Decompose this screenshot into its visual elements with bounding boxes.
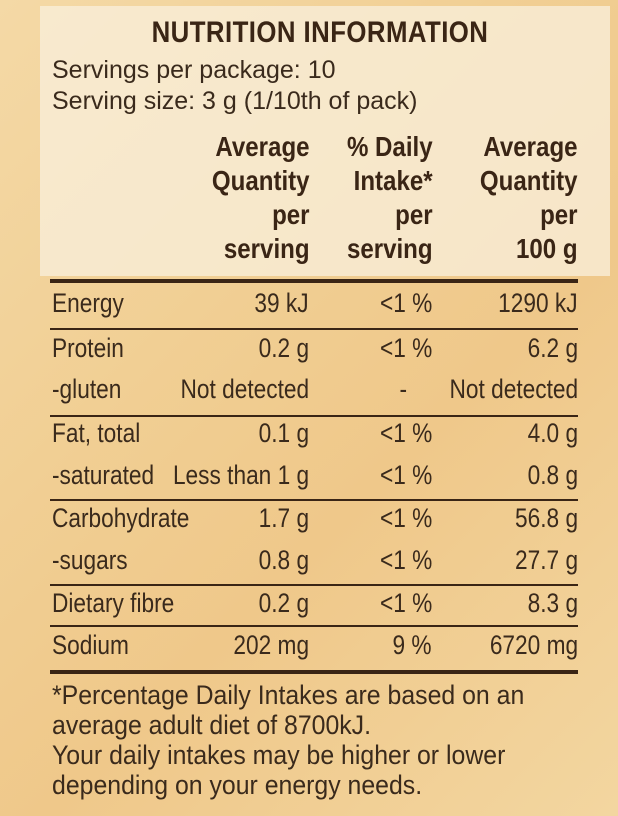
footnote-line: *Percentage Daily Intakes are based on a… bbox=[52, 680, 525, 710]
row-divider bbox=[50, 328, 578, 330]
daily-intake-value: <1 % bbox=[379, 503, 432, 533]
per-serving-value: 0.1 g bbox=[258, 418, 309, 448]
per-serving-value: 202 mg bbox=[233, 630, 309, 660]
header-line: 100 g bbox=[516, 233, 578, 264]
per-serving-value: 0.2 g bbox=[258, 333, 309, 363]
header-line: serving bbox=[224, 233, 310, 264]
table-row-carbohydrate: Carbohydrate 1.7 g <1 % 56.8 g bbox=[50, 503, 578, 545]
header-line: per bbox=[272, 199, 310, 230]
per-serving-value: 39 kJ bbox=[254, 288, 309, 318]
header-line: Intake* bbox=[354, 165, 433, 196]
per-100g-value: 6720 mg bbox=[489, 630, 578, 660]
header-line: % Daily bbox=[347, 131, 433, 162]
nutrient-name: Dietary fibre bbox=[52, 588, 175, 618]
table-row-sugars: -sugars 0.8 g <1 % 27.7 g bbox=[50, 545, 578, 587]
per-serving-value: Less than 1 g bbox=[172, 460, 309, 490]
nutrient-name: -gluten bbox=[52, 374, 122, 404]
daily-intake-value: - bbox=[399, 374, 407, 404]
daily-intake-value: <1 % bbox=[379, 460, 432, 490]
daily-intake-value: <1 % bbox=[379, 418, 432, 448]
column-header-avg-per-100g: Average Quantity per 100 g bbox=[480, 130, 578, 266]
panel-title: NUTRITION INFORMATION bbox=[151, 16, 489, 49]
nutrient-name: Carbohydrate bbox=[52, 503, 190, 533]
nutrient-name: Fat, total bbox=[52, 418, 141, 448]
per-100g-value: 0.8 g bbox=[527, 460, 578, 490]
column-header-avg-per-serving: Average Quantity per serving bbox=[212, 130, 310, 266]
header-line: Quantity bbox=[480, 165, 578, 196]
header-line: Average bbox=[215, 131, 310, 162]
per-100g-value: Not detected bbox=[449, 374, 578, 404]
row-divider bbox=[50, 415, 578, 417]
per-serving-value: 1.7 g bbox=[258, 503, 309, 533]
header-line: Quantity bbox=[212, 165, 310, 196]
per-100g-value: 27.7 g bbox=[514, 545, 578, 575]
daily-intake-value: 9 % bbox=[392, 630, 432, 660]
table-row-protein: Protein 0.2 g <1 % 6.2 g bbox=[50, 333, 578, 375]
row-divider bbox=[50, 499, 578, 501]
footnote-line: Your daily intakes may be higher or lowe… bbox=[52, 740, 506, 770]
nutrient-name: -sugars bbox=[52, 545, 128, 575]
column-header-daily-intake: % Daily Intake* per serving bbox=[347, 130, 433, 266]
daily-intake-value: <1 % bbox=[379, 588, 432, 618]
per-100g-value: 8.3 g bbox=[527, 588, 578, 618]
per-100g-value: 56.8 g bbox=[514, 503, 578, 533]
nutrient-name: -saturated bbox=[52, 460, 155, 490]
per-serving-value: 0.2 g bbox=[258, 588, 309, 618]
footnote-line: depending on your energy needs. bbox=[52, 770, 423, 800]
header-line: serving bbox=[347, 233, 433, 264]
table-row-sodium: Sodium 202 mg 9 % 6720 mg bbox=[50, 630, 578, 672]
table-row-fat-total: Fat, total 0.1 g <1 % 4.0 g bbox=[50, 418, 578, 460]
header-line: Average bbox=[483, 131, 578, 162]
footnote: *Percentage Daily Intakes are based on a… bbox=[52, 680, 565, 800]
table-bottom-rule bbox=[50, 670, 578, 674]
per-serving-value: Not detected bbox=[180, 374, 309, 404]
table-row-gluten: -gluten Not detected - Not detected bbox=[50, 374, 578, 416]
nutrient-name: Sodium bbox=[52, 630, 129, 660]
per-100g-value: 6.2 g bbox=[527, 333, 578, 363]
table-row-energy: Energy 39 kJ <1 % 1290 kJ bbox=[50, 288, 578, 330]
header-line: per bbox=[395, 199, 433, 230]
table-top-rule bbox=[50, 279, 578, 283]
header-panel bbox=[40, 6, 610, 276]
nutrient-name: Protein bbox=[52, 333, 124, 363]
per-serving-value: 0.8 g bbox=[258, 545, 309, 575]
daily-intake-value: <1 % bbox=[379, 545, 432, 575]
header-line: per bbox=[540, 199, 578, 230]
row-divider bbox=[50, 584, 578, 586]
serving-size: Serving size: 3 g (1/10th of pack) bbox=[52, 87, 418, 115]
daily-intake-value: <1 % bbox=[379, 333, 432, 363]
table-row-saturated: -saturated Less than 1 g <1 % 0.8 g bbox=[50, 460, 578, 502]
servings-per-package: Servings per package: 10 bbox=[52, 56, 336, 84]
footnote-line: average adult diet of 8700kJ. bbox=[52, 710, 372, 740]
row-divider bbox=[50, 625, 578, 627]
per-100g-value: 1290 kJ bbox=[498, 288, 578, 318]
per-100g-value: 4.0 g bbox=[527, 418, 578, 448]
daily-intake-value: <1 % bbox=[379, 288, 432, 318]
table-row-dietary-fibre: Dietary fibre 0.2 g <1 % 8.3 g bbox=[50, 588, 578, 630]
nutrient-name: Energy bbox=[52, 288, 124, 318]
